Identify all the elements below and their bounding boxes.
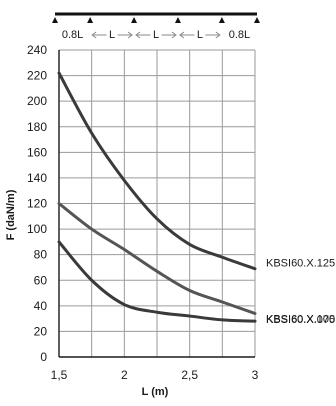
y-axis-title: F (daN/m) bbox=[5, 189, 17, 240]
span-arrow-left bbox=[135, 31, 141, 39]
series-line bbox=[57, 202, 257, 316]
span-label-bg bbox=[150, 27, 162, 41]
x-tick-label: 3 bbox=[252, 368, 259, 382]
y-tick-label: 240 bbox=[27, 43, 47, 57]
y-tick-label: 120 bbox=[27, 197, 47, 211]
y-tick-label: 200 bbox=[27, 94, 47, 108]
x-axis-ticks: 1,5 2 2,5 3 bbox=[51, 368, 259, 382]
span-label-bg bbox=[223, 27, 256, 41]
support-triangle bbox=[254, 17, 260, 23]
span-arrow-right bbox=[215, 31, 221, 39]
y-tick-label: 80 bbox=[34, 248, 48, 262]
series-label: KBSI60.X.100 bbox=[266, 314, 335, 326]
span-label: L bbox=[197, 29, 203, 41]
series-line bbox=[57, 240, 257, 323]
span-label-bg bbox=[56, 27, 89, 41]
y-tick-label: 60 bbox=[34, 273, 48, 287]
series-line bbox=[57, 71, 257, 271]
support-triangle bbox=[174, 17, 181, 23]
span-arrow-right bbox=[171, 31, 177, 39]
support-triangle bbox=[131, 17, 138, 23]
series-lines bbox=[57, 71, 257, 323]
x-tick-label: 2 bbox=[121, 368, 128, 382]
span-arrow-right bbox=[127, 31, 133, 39]
span-label: 0.8L bbox=[229, 29, 250, 41]
y-tick-label: 20 bbox=[34, 324, 48, 338]
span-label-bg bbox=[194, 27, 206, 41]
span-label-bg bbox=[106, 27, 118, 41]
series-label: KBSI60.X.125 bbox=[266, 258, 335, 270]
support-triangle bbox=[87, 17, 94, 23]
x-tick-label: 2,5 bbox=[181, 368, 198, 382]
y-tick-label: 100 bbox=[27, 222, 47, 236]
y-axis-ticks: 0 20 40 60 80 100 120 140 160 180 200 220 240 bbox=[27, 43, 47, 364]
y-tick-label: 220 bbox=[27, 69, 47, 83]
span-label: L bbox=[109, 29, 115, 41]
x-axis-title: L (m) bbox=[142, 386, 169, 398]
y-tick-label: 40 bbox=[34, 299, 48, 313]
x-tick-label: 1,5 bbox=[51, 368, 68, 382]
y-tick-label: 160 bbox=[27, 145, 47, 159]
support-triangle bbox=[218, 17, 225, 23]
y-tick-label: 0 bbox=[40, 350, 47, 364]
span-diagram: 0.8L L L L 0.8L bbox=[52, 12, 260, 41]
span-arrow-left bbox=[91, 31, 97, 39]
span-label: L bbox=[153, 29, 159, 41]
y-tick-label: 140 bbox=[27, 171, 47, 185]
span-label: 0.8L bbox=[62, 29, 83, 41]
support-triangle bbox=[52, 17, 58, 23]
series-label: KBSI60.X.075 bbox=[266, 314, 335, 326]
y-tick-label: 180 bbox=[27, 120, 47, 134]
span-arrow-left bbox=[179, 31, 185, 39]
